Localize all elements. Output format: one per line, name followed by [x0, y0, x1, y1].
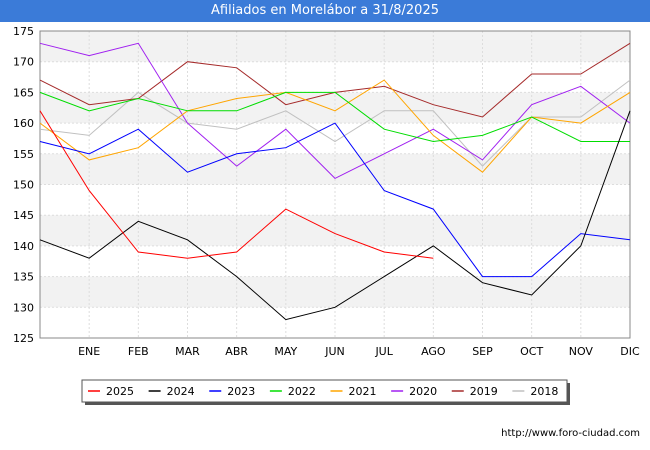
- x-tick-label: ENE: [78, 345, 100, 358]
- series-line-2023: [39, 122, 631, 278]
- series-line-2022: [39, 91, 630, 143]
- series-line-2020: [39, 42, 631, 180]
- x-tick-label: ABR: [225, 345, 248, 358]
- y-tick-label: 160: [13, 117, 34, 130]
- y-tick-label: 140: [13, 240, 34, 253]
- y-tick-label: 170: [13, 56, 34, 69]
- series-lines: [39, 42, 631, 321]
- x-tick-label: JUN: [324, 345, 345, 358]
- source-watermark: http://www.foro-ciudad.com: [501, 428, 640, 439]
- x-tick-label: JUL: [374, 345, 393, 358]
- legend-label-2025: 2025: [106, 385, 134, 398]
- legend: 2025 2024 2023 2022 2021 2020 2019 2018: [81, 379, 570, 405]
- x-tick-label: MAY: [274, 345, 297, 358]
- y-tick-label: 165: [13, 86, 34, 99]
- x-tick-label: AGO: [421, 345, 446, 358]
- y-tick-label: 145: [13, 209, 34, 222]
- chart-title: Afiliados en Morelábor a 31/8/2025: [0, 0, 650, 22]
- x-tick-label: NOV: [569, 345, 594, 358]
- y-axis: 125 130 135 140 145 150 155 160 165 170 175: [13, 25, 34, 345]
- legend-label-2018: 2018: [530, 385, 558, 398]
- legend-label-2020: 2020: [409, 385, 437, 398]
- legend-label-2021: 2021: [349, 385, 377, 398]
- legend-label-2022: 2022: [288, 385, 316, 398]
- y-tick-label: 175: [13, 25, 34, 38]
- x-tick-label: OCT: [520, 345, 543, 358]
- legend-label-2024: 2024: [167, 385, 195, 398]
- y-tick-label: 150: [13, 179, 34, 192]
- legend-box: [81, 379, 568, 403]
- series-line-2025: [39, 110, 434, 259]
- y-tick-label: 155: [13, 148, 34, 161]
- x-tick-label: DIC: [620, 345, 640, 358]
- legend-label-2019: 2019: [470, 385, 498, 398]
- x-tick-label: SEP: [472, 345, 493, 358]
- y-tick-label: 135: [13, 271, 34, 284]
- y-tick-label: 130: [13, 301, 34, 314]
- legend-label-2023: 2023: [227, 385, 255, 398]
- x-tick-label: MAR: [175, 345, 200, 358]
- x-axis: ENE FEB MAR ABR MAY JUN JUL AGO SEP OCT NOV DIC: [78, 345, 640, 358]
- plot-frame: [39, 30, 631, 339]
- y-tick-label: 125: [13, 332, 34, 345]
- gridlines: [40, 30, 631, 339]
- series-line-2024: [39, 110, 631, 321]
- x-tick-label: FEB: [128, 345, 149, 358]
